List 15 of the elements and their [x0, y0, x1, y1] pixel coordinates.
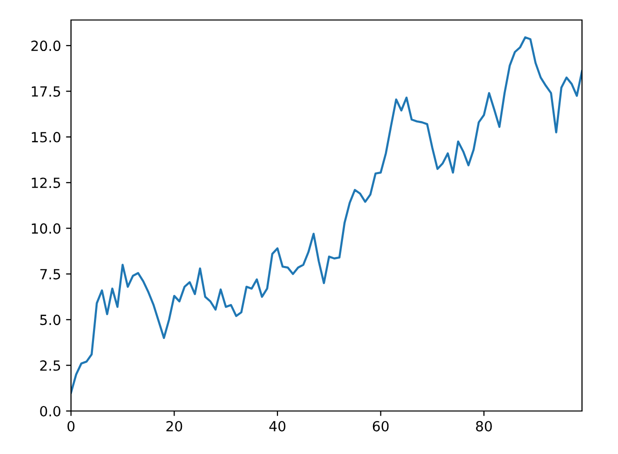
y-tick-label: 7.5 [40, 269, 60, 280]
y-tick-label: 10.0 [32, 223, 60, 234]
y-tick-label: 15.0 [32, 132, 60, 142]
x-tick-label: 0 [67, 420, 74, 432]
x-tick-label: 40 [269, 420, 286, 432]
x-tick-label: 80 [476, 420, 492, 432]
y-tick-label: 5.0 [40, 314, 60, 326]
y-tick-label: 20.0 [31, 40, 60, 52]
y-tick-label: 17.5 [32, 86, 60, 97]
y-tick-label: 2.5 [40, 360, 60, 371]
x-tick-label: 60 [372, 420, 389, 432]
y-tick-label: 0.0 [40, 406, 60, 416]
line-series [71, 36, 582, 394]
x-tick-label: 20 [166, 420, 182, 432]
y-tick-label: 12.5 [32, 178, 60, 188]
